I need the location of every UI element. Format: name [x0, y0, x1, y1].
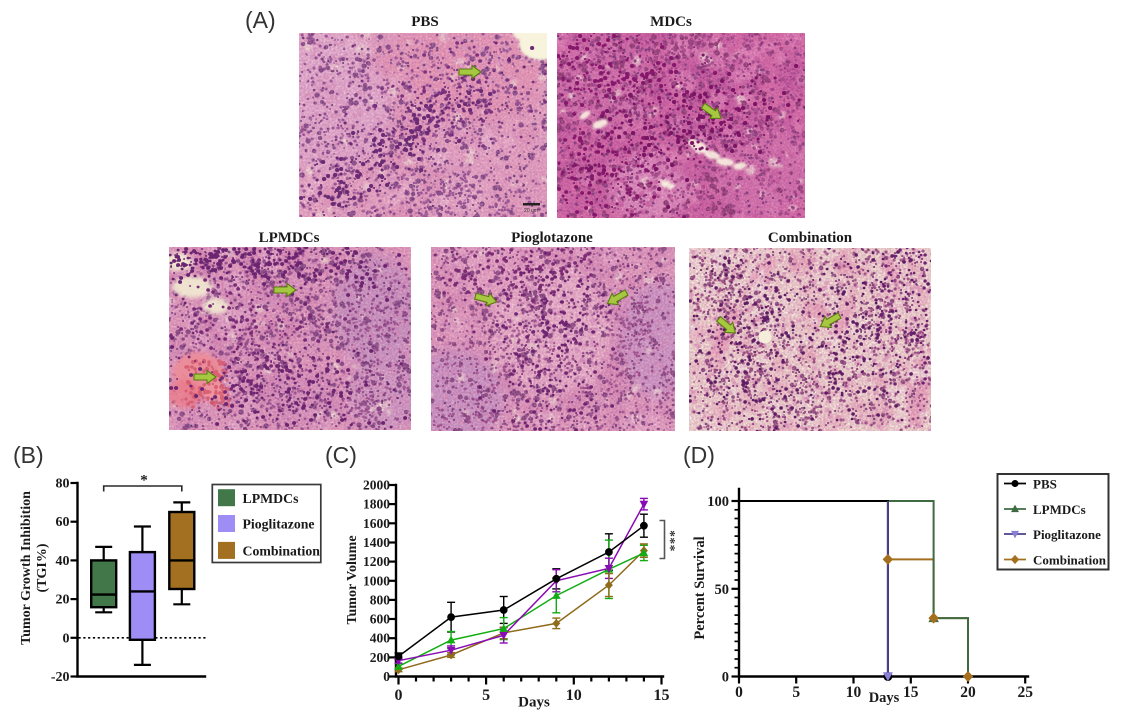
svg-text:1800: 1800 [363, 497, 390, 512]
svg-text:(A): (A) [245, 7, 276, 33]
svg-text:20: 20 [960, 684, 976, 701]
svg-text:Days: Days [869, 690, 900, 706]
svg-text:*: * [140, 473, 148, 489]
svg-text:0: 0 [395, 687, 403, 704]
svg-text:15: 15 [653, 687, 669, 704]
svg-text:100: 100 [707, 494, 729, 510]
svg-text:5: 5 [792, 684, 800, 701]
svg-text:0: 0 [722, 670, 729, 686]
svg-text:-20: -20 [51, 670, 70, 685]
svg-text:20 um: 20 um [524, 208, 538, 214]
svg-text:60: 60 [56, 515, 70, 530]
svg-text:Tumor Volume: Tumor Volume [345, 535, 360, 624]
svg-text:1400: 1400 [363, 535, 390, 550]
svg-text:40: 40 [56, 554, 70, 569]
svg-text:1200: 1200 [363, 554, 390, 569]
svg-text:0: 0 [383, 669, 390, 684]
svg-text:25: 25 [1018, 684, 1034, 701]
svg-text:10: 10 [566, 687, 582, 704]
svg-text:***: *** [663, 530, 678, 552]
svg-text:Pioglotazone: Pioglotazone [511, 230, 593, 246]
svg-text:10: 10 [846, 684, 862, 701]
svg-text:800: 800 [370, 592, 391, 607]
svg-text:1600: 1600 [363, 516, 390, 531]
svg-text:PBS: PBS [1033, 476, 1057, 491]
svg-text:Pioglitazone: Pioglitazone [1033, 527, 1101, 542]
svg-text:Pioglitazone: Pioglitazone [243, 517, 315, 532]
svg-text:MDCs: MDCs [650, 14, 692, 30]
svg-text:15: 15 [903, 684, 919, 701]
svg-text:(C): (C) [325, 442, 357, 468]
svg-text:PBS: PBS [411, 14, 439, 30]
svg-text:Percent Survival: Percent Survival [692, 536, 708, 639]
svg-text:(D): (D) [683, 442, 715, 468]
svg-text:1000: 1000 [363, 573, 390, 588]
svg-text:Combination: Combination [1033, 552, 1107, 567]
svg-text:0: 0 [63, 631, 70, 646]
svg-text:LPMDCs: LPMDCs [1033, 502, 1086, 517]
svg-text:200: 200 [370, 650, 391, 665]
svg-text:LPMDCs: LPMDCs [259, 230, 320, 246]
svg-text:LPMDCs: LPMDCs [243, 491, 300, 506]
svg-text:(TGI%): (TGI%) [35, 543, 50, 592]
svg-text:50: 50 [715, 582, 730, 598]
svg-text:(B): (B) [13, 442, 44, 468]
svg-text:Combination: Combination [768, 230, 853, 246]
svg-text:20: 20 [56, 593, 70, 608]
svg-text:600: 600 [370, 612, 391, 627]
svg-text:Days: Days [518, 695, 550, 711]
svg-text:80: 80 [56, 477, 70, 492]
svg-text:Combination: Combination [243, 544, 321, 559]
svg-text:5: 5 [482, 687, 490, 704]
svg-text:400: 400 [370, 631, 391, 646]
svg-text:0: 0 [735, 684, 743, 701]
svg-text:Tumor Growth Inhibition: Tumor Growth Inhibition [19, 491, 34, 645]
svg-text:2000: 2000 [363, 478, 390, 493]
